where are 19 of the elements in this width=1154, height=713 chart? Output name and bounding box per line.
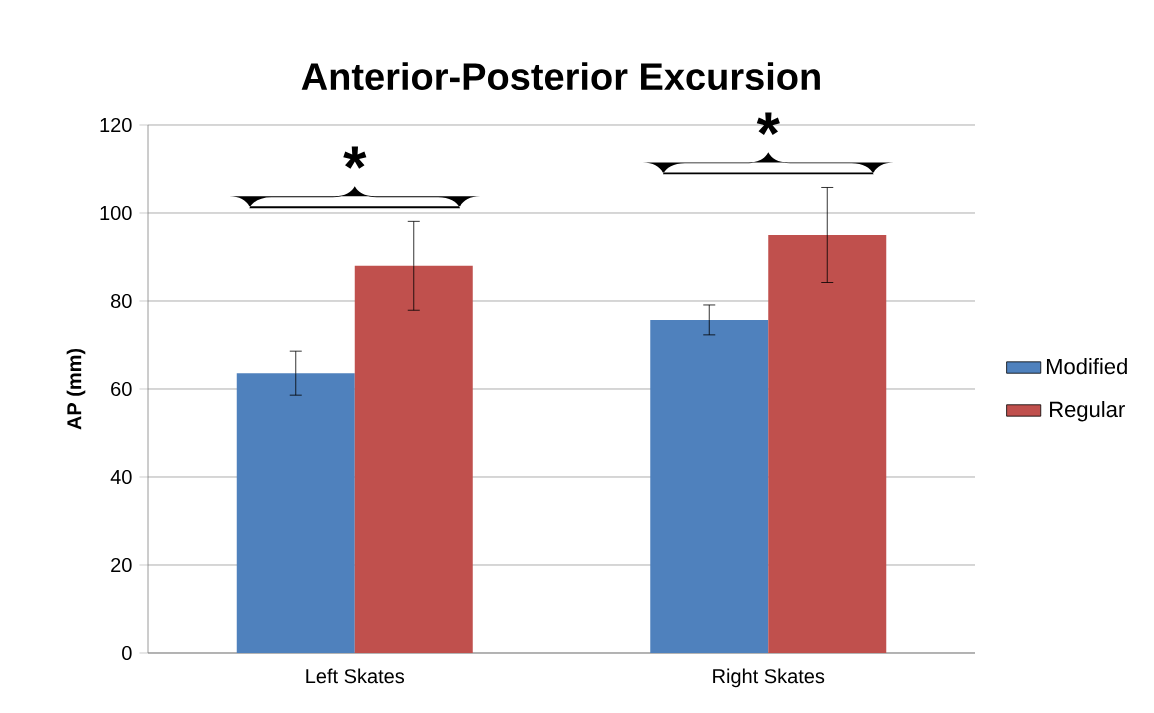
y-tick-label: 0 [122, 645, 132, 661]
bar [650, 319, 769, 653]
y-tick-label: 20 [111, 557, 132, 573]
y-tick-label: 80 [111, 293, 132, 309]
y-tick-label: 60 [111, 381, 132, 397]
y-tick-label: 40 [110, 469, 132, 485]
bar [768, 234, 887, 653]
y-axis-title: AP (mm) [66, 348, 86, 430]
chart-title: Anterior-Posterior Excursion [301, 62, 820, 91]
bar [354, 265, 473, 653]
annotation: * [343, 146, 367, 169]
annotation: * [756, 112, 780, 135]
legend-label: Regular [1050, 401, 1125, 422]
x-tick-label: Right Skates [713, 668, 825, 688]
bar [236, 373, 355, 653]
x-tick-label: Left Skates [306, 668, 405, 684]
legend-label: Modified [1046, 358, 1127, 375]
y-tick-label: 120 [100, 117, 132, 133]
y-tick-label: 100 [100, 205, 132, 221]
